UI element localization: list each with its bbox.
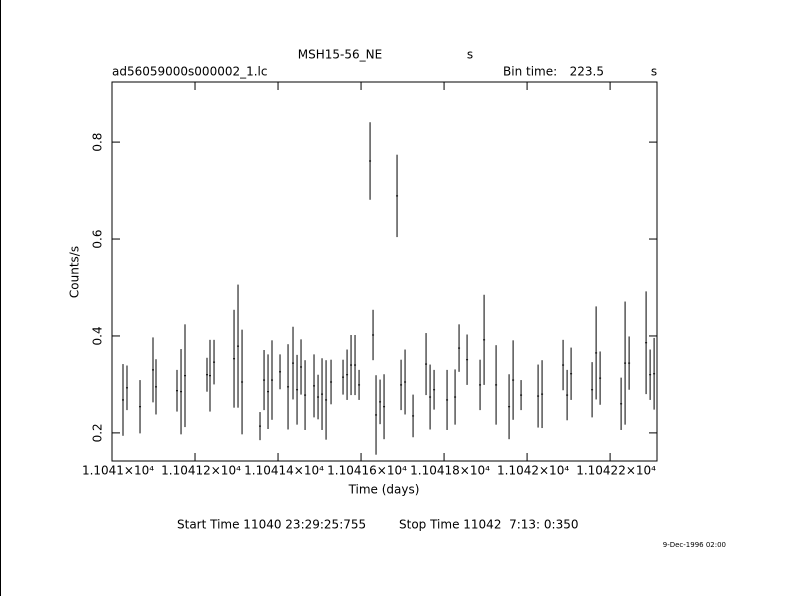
- data-point: [259, 425, 262, 427]
- data-point: [537, 395, 540, 397]
- data-point: [512, 379, 515, 381]
- y-tick-label: 0.6: [91, 229, 105, 248]
- bin-time-units: s: [651, 65, 657, 79]
- y-axis-label: Counts/s: [68, 246, 82, 298]
- y-tick-label: 0.2: [91, 423, 105, 442]
- data-point: [372, 334, 375, 336]
- data-point: [139, 406, 142, 408]
- data-point: [379, 401, 382, 403]
- plot-frame: [111, 81, 658, 462]
- data-point: [566, 394, 569, 396]
- data-point: [466, 359, 469, 361]
- data-point: [645, 342, 648, 344]
- data-point: [279, 371, 282, 373]
- data-point: [121, 399, 124, 401]
- data-point: [599, 377, 602, 379]
- data-point: [317, 396, 320, 398]
- data-point: [562, 364, 565, 366]
- data-point: [213, 361, 216, 363]
- x-axis-label: Time (days): [348, 483, 420, 497]
- x-tick-label: 1.10422×10⁴: [576, 464, 656, 478]
- data-point: [425, 363, 428, 365]
- data-point: [620, 403, 623, 405]
- y-tick-label: 0.4: [91, 326, 105, 345]
- file-name: ad56059000s000002_1.lc: [112, 65, 268, 79]
- data-point: [354, 364, 357, 366]
- data-point: [180, 391, 183, 393]
- data-point: [184, 375, 187, 377]
- data-point: [342, 376, 345, 378]
- data-point: [383, 406, 386, 408]
- data-point: [300, 366, 303, 368]
- data-point: [404, 381, 407, 383]
- data-point: [346, 374, 349, 376]
- data-point: [292, 362, 295, 364]
- data-point: [396, 195, 399, 197]
- data-point: [483, 339, 486, 341]
- title-units: s: [467, 48, 473, 62]
- x-tick-label: 1.10416×10⁴: [327, 464, 407, 478]
- y-tick-label: 0.8: [91, 133, 105, 152]
- data-point: [209, 375, 212, 377]
- x-tick-label: 1.1041×10⁴: [82, 464, 154, 478]
- data-point: [154, 386, 157, 388]
- data-point: [628, 362, 631, 364]
- data-point: [570, 373, 573, 375]
- data-point: [458, 347, 461, 349]
- data-point: [591, 389, 594, 391]
- plot-date: 9-Dec-1996 02:00: [663, 541, 726, 549]
- data-point: [369, 160, 372, 162]
- data-point: [206, 374, 209, 376]
- data-point: [296, 389, 299, 391]
- x-tick-label: 1.1042×10⁴: [497, 464, 569, 478]
- data-point: [433, 389, 436, 391]
- data-point: [350, 364, 353, 366]
- start-time: Start Time 11040 23:29:25:755: [177, 518, 366, 532]
- data-point: [152, 369, 155, 371]
- data-point: [375, 414, 378, 416]
- bin-time: 223.5: [570, 65, 604, 79]
- data-point: [358, 384, 361, 386]
- data-point: [520, 394, 523, 396]
- data-point: [176, 390, 179, 392]
- data-point: [595, 352, 598, 354]
- stop-time: Stop Time 11042 7:13: 0:350: [399, 518, 578, 532]
- data-point: [263, 379, 266, 381]
- data-point: [287, 386, 290, 388]
- data-point: [267, 391, 270, 393]
- data-point: [446, 399, 449, 401]
- data-point: [454, 396, 457, 398]
- data-point: [313, 385, 316, 387]
- data-point: [241, 381, 244, 383]
- x-tick-label: 1.10412×10⁴: [161, 464, 241, 478]
- data-point: [125, 387, 128, 389]
- data-point: [271, 379, 274, 381]
- data-point: [541, 393, 544, 395]
- data-point: [233, 358, 236, 360]
- data-point: [400, 384, 403, 386]
- chart-title: MSH15-56_NE: [298, 48, 382, 62]
- data-point: [412, 415, 415, 417]
- data-point: [653, 373, 656, 375]
- data-point: [237, 345, 240, 347]
- data-point: [624, 362, 627, 364]
- data-point: [330, 381, 333, 383]
- x-tick-label: 1.10418×10⁴: [410, 464, 490, 478]
- data-point: [321, 393, 324, 395]
- data-point: [479, 384, 482, 386]
- x-tick-label: 1.10414×10⁴: [244, 464, 324, 478]
- data-point: [325, 399, 328, 401]
- data-point: [429, 396, 432, 398]
- bin-time-label: Bin time:: [503, 65, 557, 79]
- data-point: [495, 384, 498, 386]
- data-point: [304, 394, 307, 396]
- data-point: [649, 374, 652, 376]
- data-point: [508, 406, 511, 408]
